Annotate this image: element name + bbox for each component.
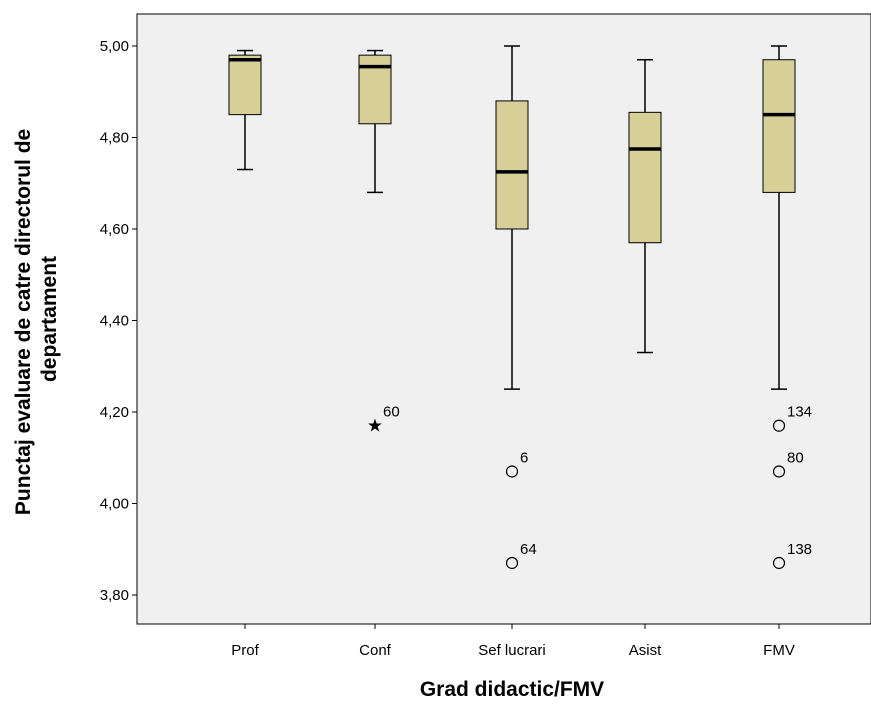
y-tick-label: 4,40 (100, 313, 129, 330)
x-tick-label: Conf (359, 642, 392, 659)
y-tick-label: 4,20 (100, 404, 129, 421)
y-axis-title-line-1: Punctaj evaluare de catre directorul de (12, 129, 35, 515)
box-group (628, 58, 662, 354)
y-axis-title: Punctaj evaluare de catre directorul de … (12, 123, 61, 515)
x-tick-label: Asist (629, 642, 662, 659)
outlier-circle (772, 419, 786, 432)
x-axis: Prof Conf Sef lucrari Asist FMV (231, 624, 795, 659)
box-group: ★60 (358, 49, 400, 436)
box-group: 6 64 (495, 45, 537, 570)
x-tick-label: Sef lucrari (478, 642, 546, 659)
outlier-label: 138 (787, 541, 812, 558)
outlier-label: 64 (520, 541, 537, 558)
box-series: ★60 6 64 134 80 138 (228, 45, 812, 570)
outlier-circle (505, 556, 519, 570)
outlier-label: 60 (383, 404, 400, 421)
y-tick-label: 4,00 (100, 496, 129, 513)
y-tick-label: 3,80 (100, 587, 129, 604)
y-tick-label: 4,60 (100, 221, 129, 238)
outlier-circle (505, 465, 519, 478)
box-group (228, 49, 262, 171)
x-tick-label: Prof (231, 642, 259, 659)
y-axis: 3,80 4,00 4,20 4,40 4,60 4,80 5,00 (100, 38, 137, 604)
y-tick-label: 4,80 (100, 130, 129, 147)
box-iqr (228, 54, 262, 116)
extreme-outlier-star: ★ (367, 416, 383, 436)
box-iqr (495, 100, 529, 230)
outlier-label: 134 (787, 404, 812, 421)
x-axis-title: Grad didactic/FMV (420, 678, 604, 701)
y-axis-title-line-2: departament (38, 256, 61, 382)
outlier-label: 80 (787, 449, 804, 466)
x-tick-label: FMV (763, 642, 795, 659)
box-group: 134 80 138 (762, 45, 812, 570)
outlier-circle (772, 556, 786, 570)
box-iqr (762, 59, 796, 193)
y-tick-label: 5,00 (100, 38, 129, 55)
outlier-label: 6 (520, 449, 528, 466)
box-iqr (628, 111, 662, 244)
outlier-circle (772, 465, 786, 478)
